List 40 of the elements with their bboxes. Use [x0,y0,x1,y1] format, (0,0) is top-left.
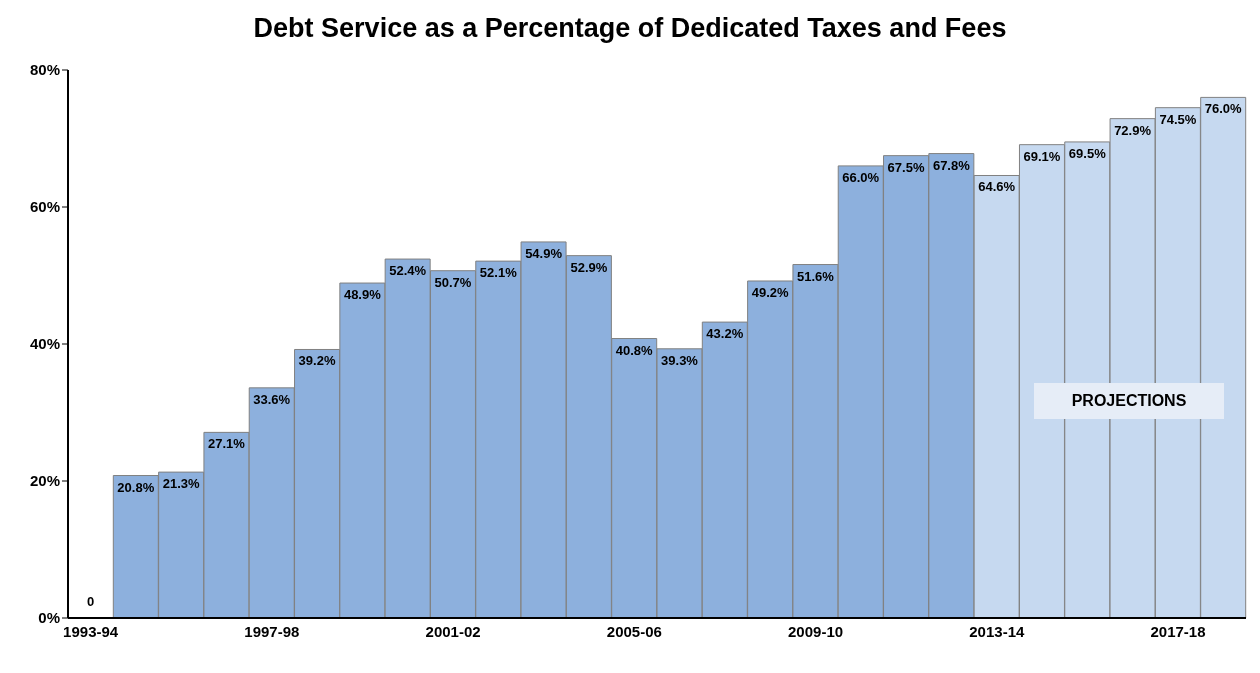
x-tick-label: 2017-18 [1150,622,1206,640]
data-label: 69.1% [1023,148,1061,164]
data-label: 27.1% [207,436,246,452]
data-label: 20.8% [117,479,155,495]
y-tick-label: 60% [29,198,60,216]
data-label: 33.6% [253,391,291,407]
data-label: 40.8% [615,342,654,358]
data-label: 52.4% [389,263,427,279]
y-tick-label: 80% [29,61,60,79]
data-label: 21.3% [162,476,200,492]
data-label: 72.9% [1114,122,1152,138]
data-label: 51.6% [796,268,835,284]
data-label: 39.2% [298,353,336,369]
data-label: 67.5% [887,159,925,175]
data-label: 64.6% [978,179,1016,195]
data-label: 69.5% [1068,145,1107,161]
data-label: 0 [87,594,95,609]
x-tick-label: 2001-02 [425,622,481,640]
data-label: 43.2% [706,326,744,342]
data-label: 66.0% [842,169,880,185]
y-tick-label: 40% [29,335,60,353]
data-label: 52.9% [570,259,608,275]
data-label: 74.5% [1159,111,1197,127]
data-label: 67.8% [932,157,971,173]
y-tick-label: 20% [29,472,60,490]
data-label: 39.3% [661,352,699,368]
data-label: 48.9% [343,287,382,303]
text-box: PROJECTIONS [1034,383,1224,419]
data-label: 49.2% [751,284,789,300]
x-tick-label: 1993-94 [63,622,119,640]
x-tick-label: 1997-98 [244,622,300,640]
x-tick-label: 2009-10 [788,622,844,640]
data-label: 54.9% [525,245,563,261]
chart-title: Debt Service as a Percentage of Dedicated Taxes and Fees [252,12,1008,45]
data-label: 52.1% [479,265,518,281]
x-tick-label: 2013-14 [969,622,1025,640]
data-label: 76.0% [1204,101,1243,117]
y-tick-label: 0% [38,609,60,627]
x-tick-label: 2005-06 [606,622,662,640]
data-label: 50.7% [434,274,472,290]
